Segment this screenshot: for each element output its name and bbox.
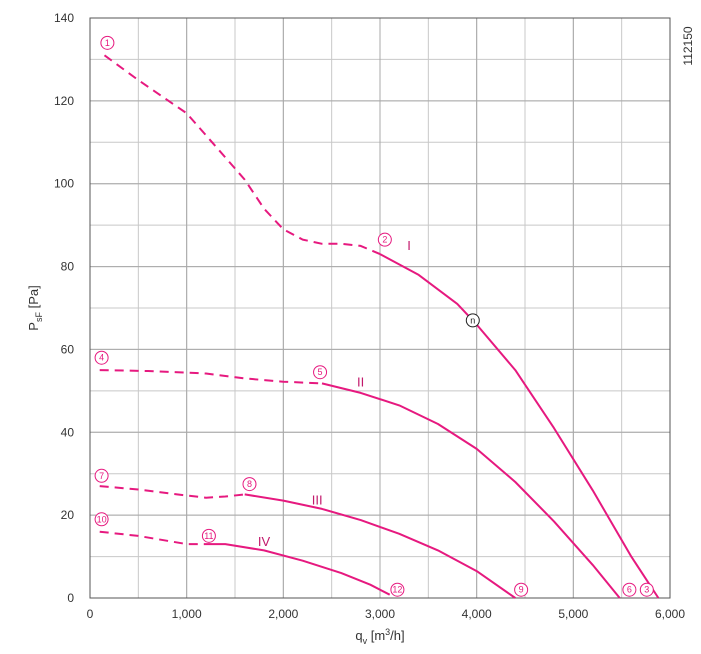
- marker-circle: [94, 468, 109, 483]
- curve-I-solid: [379, 253, 660, 599]
- point-marker-4: 4: [94, 350, 109, 365]
- curve-II-dashed: [99, 369, 323, 385]
- x-tick-label: 4,000: [462, 607, 492, 621]
- curve-label-IV: IV: [258, 534, 271, 549]
- marker-circle: [94, 512, 109, 527]
- point-marker-2: 2: [377, 232, 392, 247]
- marker-circle: [201, 528, 216, 543]
- x-axis-title: qv [m3/h]: [355, 627, 404, 646]
- marker-circle: [622, 582, 637, 597]
- curve-label-I: I: [407, 238, 411, 253]
- marker-circle: [514, 582, 529, 597]
- marker-label: 1: [105, 38, 110, 48]
- marker-label: 4: [99, 353, 104, 363]
- curve-label-II: II: [357, 375, 364, 390]
- point-marker-3: 3: [639, 582, 654, 597]
- point-marker-n: n: [465, 313, 480, 328]
- marker-circle: [94, 350, 109, 365]
- marker-label: 5: [318, 367, 323, 377]
- marker-label: 11: [204, 531, 213, 541]
- curve-II-solid: [321, 382, 621, 599]
- marker-circle: [390, 582, 405, 597]
- point-marker-12: 12: [390, 582, 405, 597]
- plot-frame: [89, 17, 671, 599]
- x-axis-superscript: 3: [385, 627, 390, 637]
- marker-label: 6: [627, 585, 632, 595]
- x-tick-label: 6,000: [655, 607, 685, 621]
- x-tick-labels: 0 1,000 2,000 3,000 4,000 5,000 6,000: [87, 607, 686, 621]
- marker-label: 8: [247, 479, 252, 489]
- marker-circle: [100, 35, 115, 50]
- y-tick-labels: 0 20 40 60 80 100 120 140: [54, 11, 74, 605]
- point-marker-5: 5: [313, 365, 328, 380]
- figure-code: 112150: [681, 26, 695, 65]
- point-marker-11: 11: [201, 528, 216, 543]
- y-tick-label: 60: [61, 342, 75, 356]
- point-marker-1: 1: [100, 35, 115, 50]
- marker-circle: [242, 477, 257, 492]
- marker-label: 9: [519, 585, 524, 595]
- x-axis-symbol: q: [355, 628, 362, 643]
- curve-IV-dashed: [99, 530, 206, 546]
- x-tick-label: 0: [87, 607, 94, 621]
- point-marker-8: 8: [242, 477, 257, 492]
- y-tick-label: 140: [54, 11, 74, 25]
- point-marker-6: 6: [622, 582, 637, 597]
- y-axis-unit: [Pa]: [26, 285, 41, 312]
- marker-circle: [377, 232, 392, 247]
- curve-I-dashed: [103, 54, 381, 256]
- curve-label-III: III: [312, 493, 323, 508]
- marker-label: n: [470, 315, 475, 325]
- y-tick-label: 100: [54, 177, 74, 191]
- point-marker-7: 7: [94, 468, 109, 483]
- x-axis-unit-start: [m: [367, 628, 385, 643]
- x-tick-label: 2,000: [268, 607, 298, 621]
- y-tick-label: 80: [61, 260, 75, 274]
- marker-label: 2: [382, 235, 387, 245]
- x-axis-subscript: v: [363, 636, 368, 646]
- curves: [99, 54, 660, 599]
- x-axis-unit-end: /h]: [390, 628, 404, 643]
- y-tick-label: 40: [61, 425, 75, 439]
- x-tick-label: 1,000: [172, 607, 202, 621]
- point-marker-10: 10: [94, 512, 109, 527]
- y-axis-title: PsF [Pa]: [26, 285, 44, 330]
- marker-label: 3: [644, 585, 649, 595]
- marker-label: 12: [392, 585, 402, 595]
- y-tick-label: 20: [61, 508, 75, 522]
- y-axis-subscript: sF: [34, 312, 44, 323]
- curve-IV-solid: [206, 543, 391, 596]
- marker-label: 10: [97, 514, 107, 524]
- y-tick-label: 120: [54, 94, 74, 108]
- marker-circle: [465, 313, 480, 328]
- curve-III-solid: [244, 493, 516, 599]
- point-marker-9: 9: [514, 582, 529, 597]
- curve-III-dashed: [99, 485, 245, 499]
- y-tick-label: 0: [67, 591, 74, 605]
- x-tick-label: 5,000: [558, 607, 588, 621]
- marker-label: 7: [99, 471, 104, 481]
- y-axis-symbol: P: [26, 322, 41, 331]
- x-tick-label: 3,000: [365, 607, 395, 621]
- marker-circle: [313, 365, 328, 380]
- marker-circle: [639, 582, 654, 597]
